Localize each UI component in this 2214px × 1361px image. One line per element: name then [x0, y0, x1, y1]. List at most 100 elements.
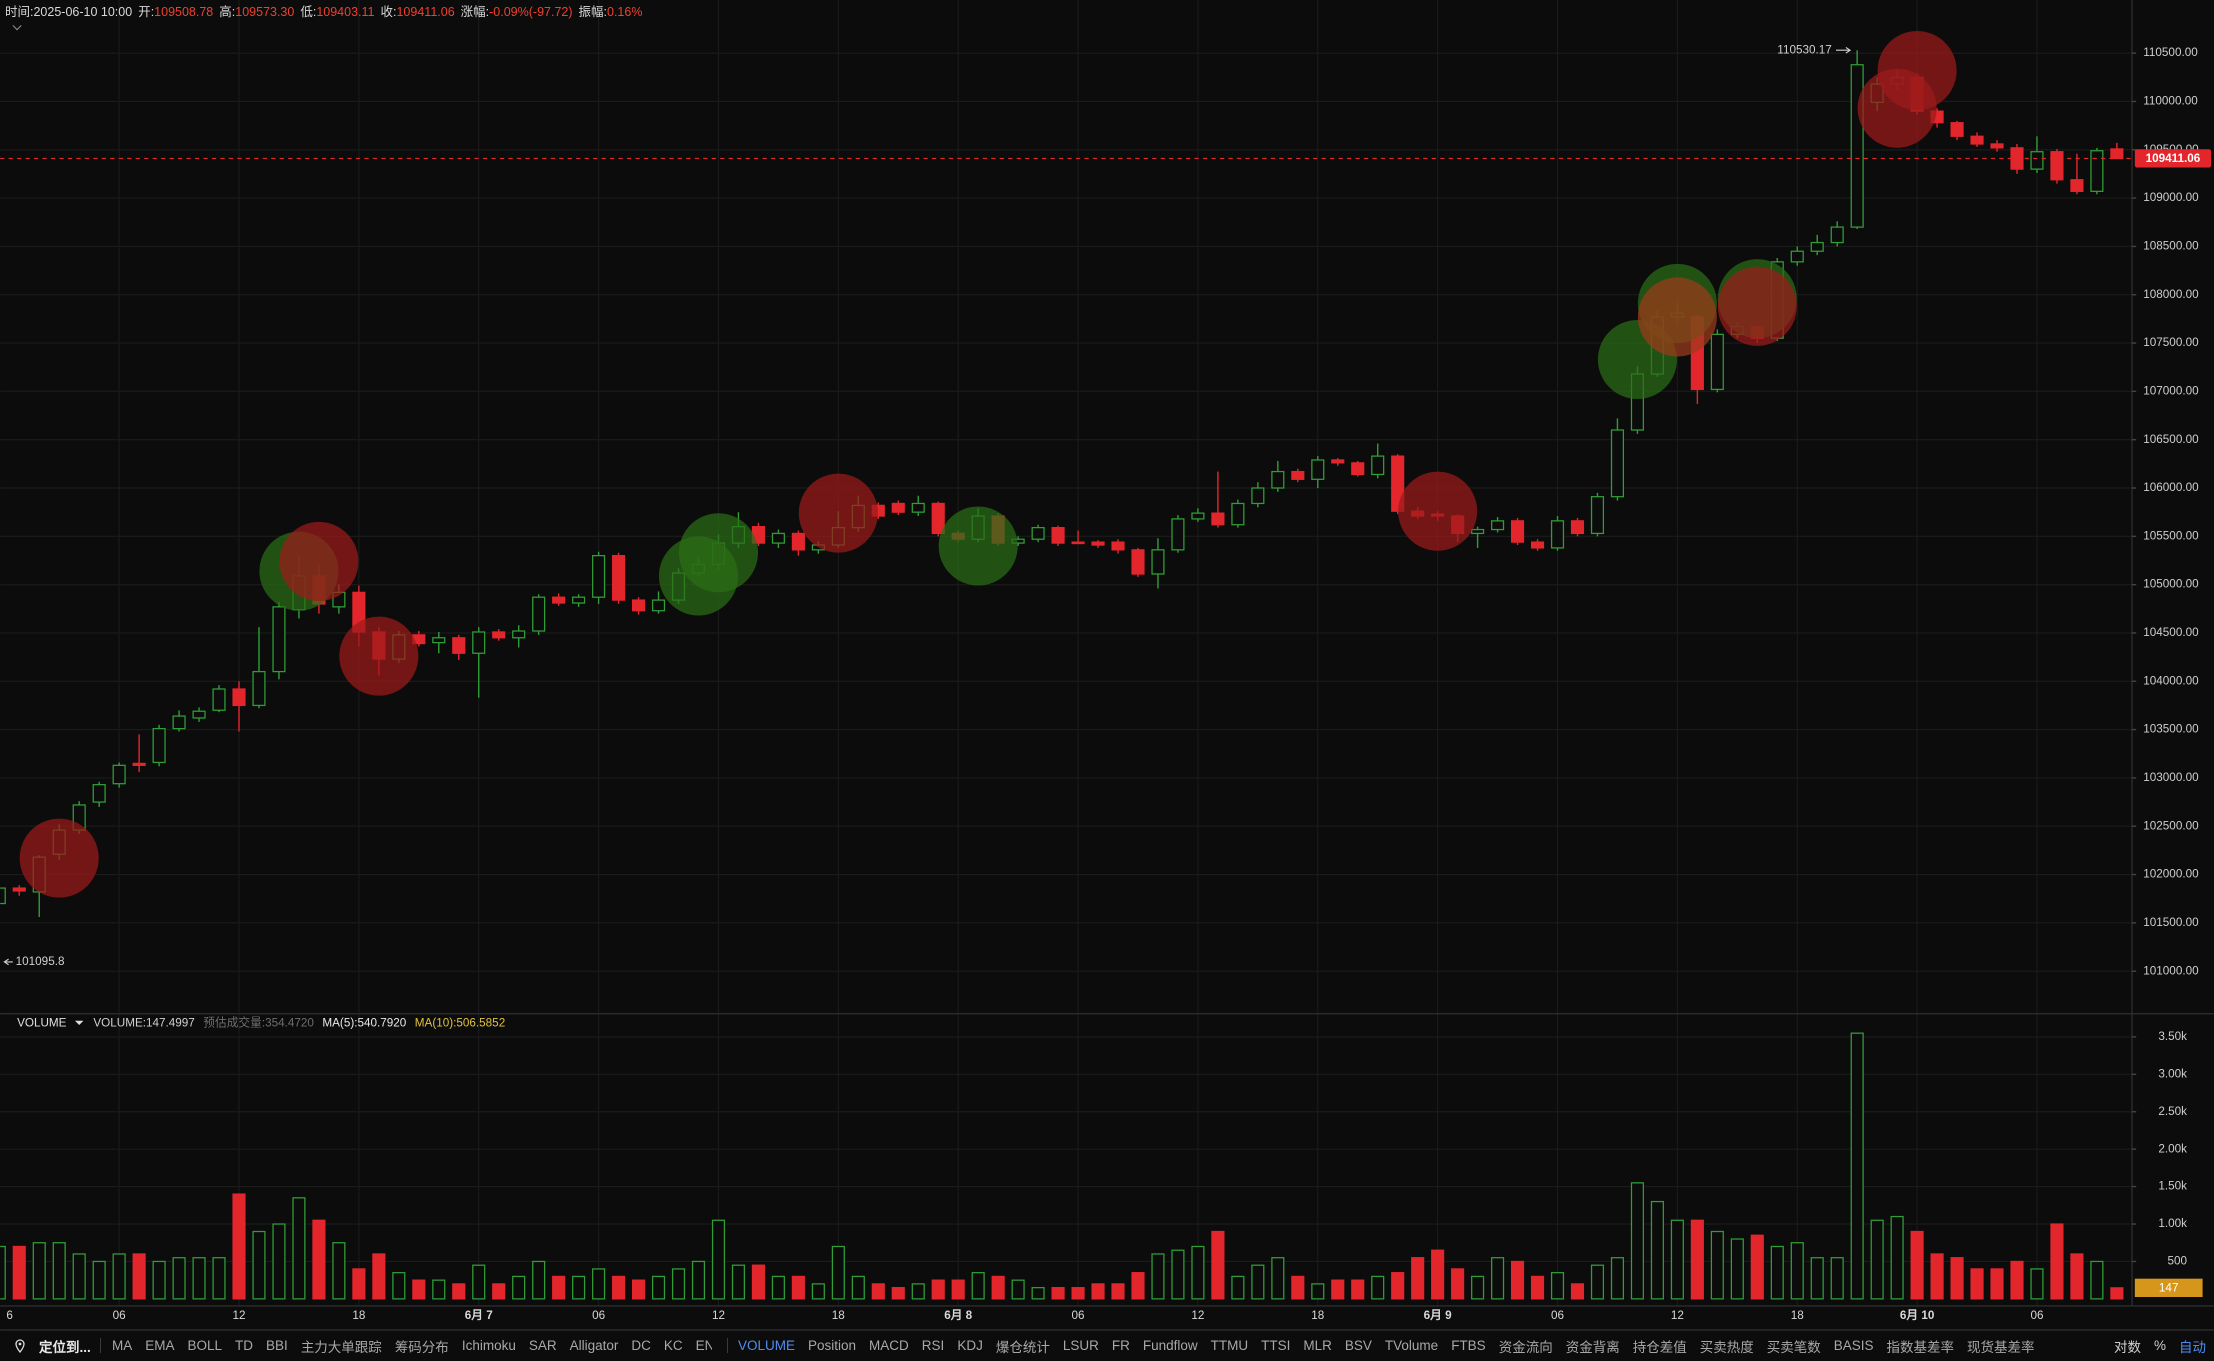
indicator-button[interactable]: TTSI	[1261, 1338, 1291, 1353]
volume-bar	[12, 1245, 26, 1300]
indicator-button[interactable]: ENE	[695, 1338, 712, 1353]
volume-bar	[1151, 1253, 1165, 1300]
y-tick-label: 103500.00	[2143, 723, 2199, 736]
indicator-button[interactable]: TTMU	[1210, 1338, 1249, 1353]
volume-bar	[512, 1275, 526, 1300]
volume-title: VOLUME	[17, 1017, 67, 1030]
indicator-button[interactable]: Position	[808, 1338, 857, 1353]
volume-bar	[1850, 1032, 1864, 1300]
x-tick-label: 6月 8	[944, 1309, 972, 1322]
field-value: 0.16%	[607, 5, 643, 19]
scale-option[interactable]: 自动	[2179, 1339, 2206, 1355]
indicator-button[interactable]: LSUR	[1062, 1338, 1099, 1353]
candle-body	[612, 555, 626, 601]
indicator-button[interactable]: DC	[631, 1338, 651, 1353]
volume-bar	[1930, 1253, 1944, 1300]
y-tick-label: 2.50k	[2158, 1105, 2187, 1118]
volume-bar	[2070, 1253, 2084, 1300]
y-tick-label: 1.00k	[2158, 1217, 2187, 1230]
indicator-button[interactable]: 买卖热度	[1699, 1339, 1754, 1355]
volume-bar	[1990, 1268, 2004, 1300]
volume-bar	[1570, 1283, 1585, 1300]
indicator-button[interactable]: FTBS	[1451, 1338, 1486, 1353]
volume-bar	[552, 1275, 566, 1300]
indicator-button[interactable]: 筹码分布	[394, 1339, 449, 1355]
indicator-button[interactable]: RSI	[921, 1338, 945, 1353]
volume-bar	[1211, 1230, 1225, 1300]
collapse-caret[interactable]	[12, 25, 22, 31]
field-label: 时间:	[5, 5, 34, 19]
indicator-button[interactable]: 现货基差率	[1966, 1339, 2035, 1355]
volume-bar	[811, 1283, 825, 1300]
indicator-button[interactable]: FR	[1111, 1338, 1130, 1353]
indicator-button[interactable]: MACD	[869, 1338, 909, 1353]
indicator-button[interactable]: Alligator	[569, 1338, 619, 1353]
candle-body	[1211, 512, 1225, 526]
indicator-button[interactable]: KC	[663, 1338, 683, 1353]
indicator-button[interactable]: 爆仓统计	[995, 1339, 1050, 1355]
volume-bar	[1451, 1268, 1465, 1300]
candle-body	[1990, 143, 2004, 149]
candle-body	[1810, 241, 1824, 252]
indicator-button[interactable]: BSV	[1344, 1338, 1372, 1353]
indicator-button[interactable]: VOLUME	[738, 1338, 796, 1353]
volume-bar	[1011, 1279, 1025, 1300]
candle-body	[592, 555, 606, 598]
y-tick-label: 108500.00	[2143, 240, 2199, 253]
indicator-button[interactable]: BBI	[266, 1338, 288, 1353]
indicator-button[interactable]: 资金流向	[1498, 1339, 1553, 1355]
candle-body	[1970, 135, 1984, 145]
volume-bar	[452, 1283, 466, 1300]
indicator-button[interactable]: EMA	[145, 1338, 175, 1353]
volume-bar	[2110, 1287, 2124, 1300]
locate-label: 定位到...	[39, 1339, 91, 1355]
indicator-button[interactable]: 买卖笔数	[1766, 1339, 1821, 1355]
indicator-button[interactable]: TD	[235, 1338, 254, 1353]
candle-body	[572, 596, 586, 604]
candle-body	[1570, 520, 1585, 535]
indicator-sub-list: VOLUME Position MACD RSI KDJ 爆仓统计 LSUR FR Fundfl…	[738, 1330, 2038, 1361]
volume-bar	[1331, 1279, 1345, 1300]
indicator-button[interactable]: 资金背离	[1565, 1339, 1620, 1355]
volume-bar	[1031, 1287, 1045, 1300]
volume-bar	[1471, 1275, 1485, 1300]
volume-bar	[1231, 1275, 1245, 1300]
dropdown-caret[interactable]	[74, 1020, 84, 1025]
indicator-button[interactable]: MLR	[1303, 1338, 1332, 1353]
candle-body	[2090, 150, 2104, 192]
volume-bar	[1271, 1257, 1285, 1300]
x-tick-label: 06	[2030, 1309, 2043, 1322]
candle-body	[212, 688, 226, 711]
indicator-button[interactable]: Ichimoku	[461, 1338, 516, 1353]
indicator-button[interactable]: 主力大单跟踪	[300, 1339, 382, 1355]
field-value: 109508.78	[154, 5, 214, 19]
large-trade-bubble	[1637, 277, 1717, 357]
volume-bar	[931, 1279, 945, 1300]
indicator-button[interactable]: 指数基差率	[1886, 1339, 1954, 1355]
indicator-button[interactable]: 持仓差值	[1632, 1339, 1687, 1355]
volume-bar	[631, 1279, 646, 1300]
candle-body	[911, 502, 925, 513]
indicator-button[interactable]: TVolume	[1384, 1338, 1439, 1353]
indicator-button[interactable]: BOLL	[187, 1338, 223, 1353]
locate-button[interactable]: 定位到...	[14, 1330, 91, 1361]
large-trade-bubble	[678, 513, 758, 593]
volume-bar	[1131, 1272, 1145, 1300]
indicator-button[interactable]: KDJ	[957, 1338, 983, 1353]
last-volume-label: 147	[2159, 1282, 2179, 1295]
header-field: 收:109411.06	[381, 1, 455, 19]
indicator-button[interactable]: BASIS	[1833, 1338, 1874, 1353]
indicator-button[interactable]: SAR	[528, 1338, 557, 1353]
scale-option[interactable]: %	[2153, 1338, 2166, 1353]
x-tick-label: 12	[232, 1309, 245, 1322]
candle-body	[1610, 429, 1625, 498]
x-tick-label: 6月 10	[1900, 1309, 1935, 1322]
indicator-button[interactable]: Fundflow	[1142, 1338, 1198, 1353]
y-tick-label: 104500.00	[2143, 626, 2199, 639]
volume-bar	[0, 1245, 6, 1300]
volume-bar	[791, 1275, 805, 1300]
volume-bar	[1051, 1287, 1065, 1300]
indicator-button[interactable]: MA	[112, 1338, 133, 1353]
scale-option[interactable]: 对数	[2113, 1339, 2141, 1355]
volume-bar	[1590, 1264, 1605, 1300]
